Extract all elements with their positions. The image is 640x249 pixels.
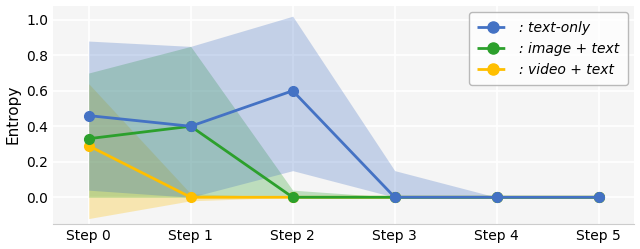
Y-axis label: Entropy: Entropy <box>6 85 20 144</box>
Legend: : text-only, : image + text, : video + text: : text-only, : image + text, : video + t… <box>469 12 627 85</box>
